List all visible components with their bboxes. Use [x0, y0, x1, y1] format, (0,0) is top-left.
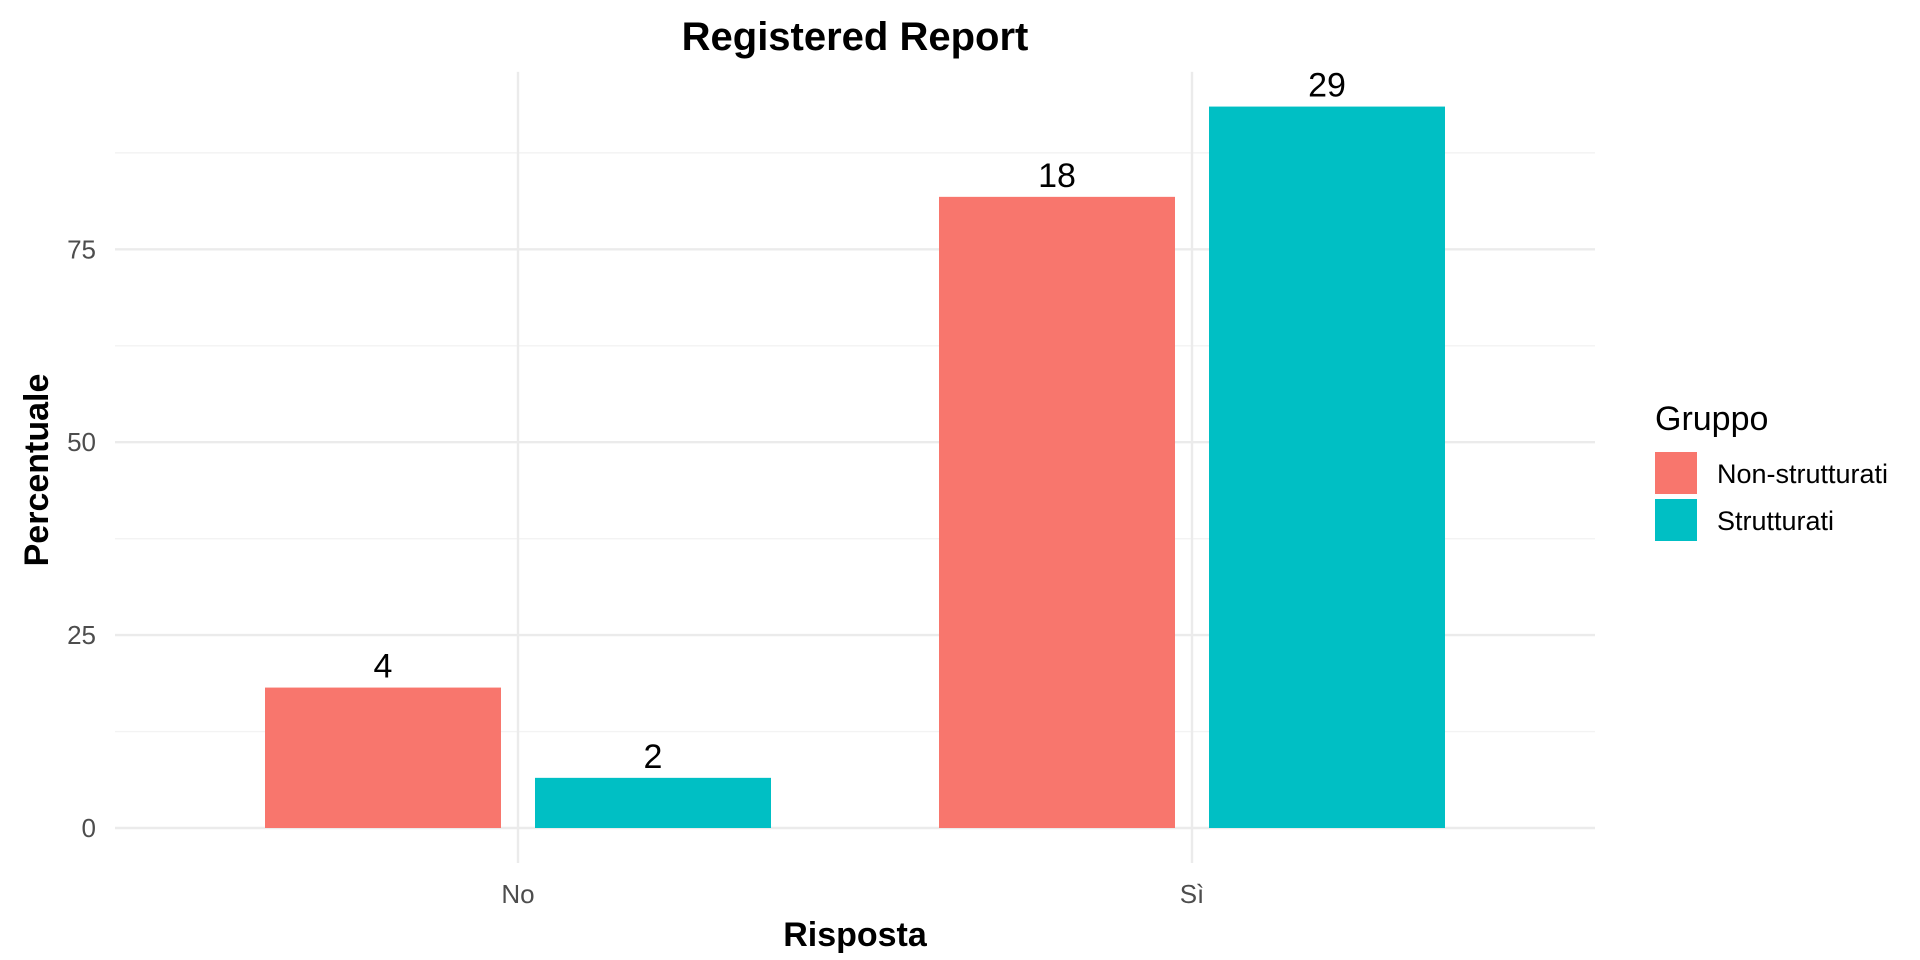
y-tick-label: 50: [67, 427, 96, 457]
data-label: 2: [644, 738, 663, 776]
legend-label: Non-strutturati: [1717, 459, 1888, 489]
bar-non-strutturati-1: [939, 196, 1175, 829]
y-tick-label: 75: [67, 234, 96, 264]
x-axis-title: Risposta: [783, 916, 928, 954]
y-axis-title: Percentuale: [18, 374, 56, 567]
data-label: 29: [1308, 67, 1346, 105]
x-tick-label: No: [501, 879, 534, 909]
y-tick-label: 0: [82, 813, 96, 843]
bar-non-strutturati-0: [265, 687, 501, 828]
legend-key: [1655, 499, 1697, 541]
axes: 0 25 50 75 No Sì: [67, 234, 1204, 909]
x-tick-label: Sì: [1180, 879, 1205, 909]
data-label: 4: [374, 648, 393, 686]
data-labels: 4 18 2 29: [374, 67, 1346, 776]
bars: [265, 106, 1445, 829]
bar-strutturati-1: [1209, 106, 1445, 829]
legend-title: Gruppo: [1655, 400, 1768, 438]
y-tick-label: 25: [67, 620, 96, 650]
data-label: 18: [1038, 157, 1076, 195]
legend: Gruppo Non-strutturati Strutturati: [1655, 400, 1888, 541]
bar-strutturati-0: [535, 777, 771, 828]
chart-title: Registered Report: [682, 15, 1029, 59]
legend-key: [1655, 452, 1697, 494]
legend-label: Strutturati: [1717, 506, 1834, 536]
